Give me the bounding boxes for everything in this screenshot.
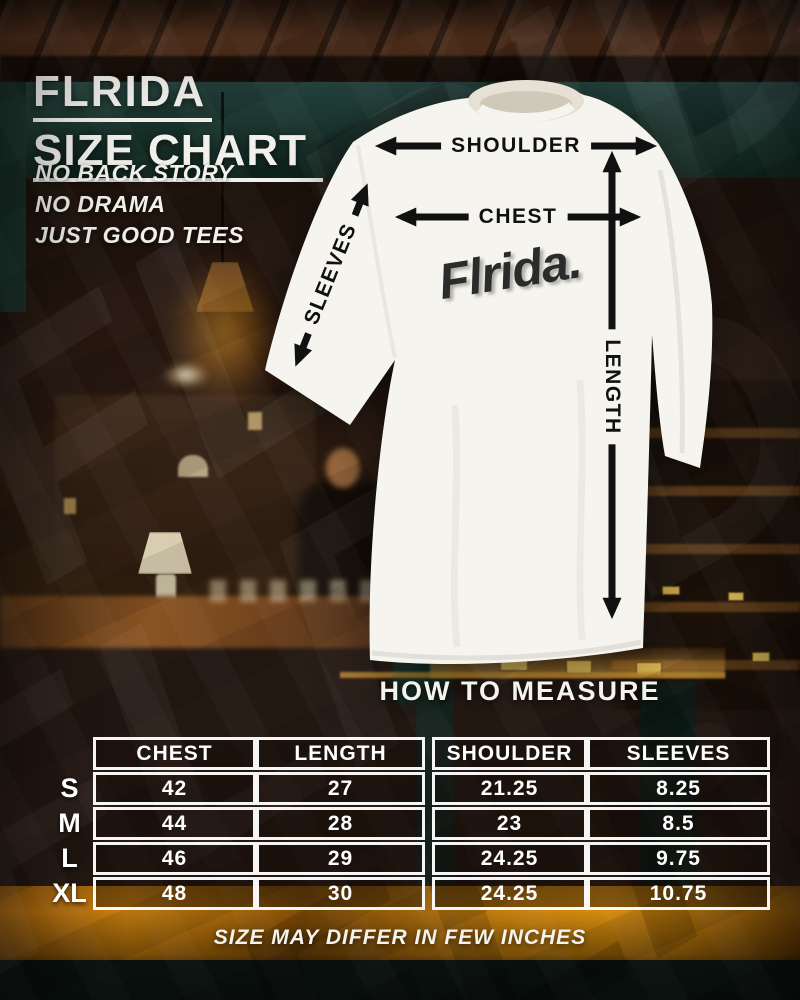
cell-xl-shoulder: 24.25 [432,877,587,910]
column-header-shoulder: SHOULDER [432,737,587,770]
cell-s-length: 27 [256,772,425,805]
row-label-xl: XL [52,878,87,908]
column-header-length: LENGTH [256,737,425,770]
person-head [326,448,360,488]
cell-l-sleeves: 9.75 [587,842,770,875]
cell-xl-sleeves: 10.75 [587,877,770,910]
shoulder-label: SHOULDER [441,133,591,159]
body-fold [450,404,461,648]
tshirt-graphic [265,80,713,665]
small-light-glow [162,362,210,388]
collar-rib [477,102,575,122]
cell-xl-length: 30 [256,877,425,910]
window-frame-left [0,82,26,312]
cell-m-length: 28 [256,807,425,840]
price-tag [728,592,744,601]
measurement-arrows [294,136,658,620]
right-sleeve-crease [657,169,685,454]
counter-items [210,580,410,602]
row-label-l: L [61,843,78,873]
length-label: LENGTH [599,329,625,445]
building-window-light [64,498,76,514]
shelf-edge [340,672,725,678]
column-header-sleeves: SLEEVES [587,737,770,770]
how-to-measure-heading: HOW TO MEASURE [379,676,661,706]
lit-floor-background [0,886,800,972]
body-fold [576,379,586,641]
cell-m-shoulder: 23 [432,807,587,840]
bottom-dark-strip [0,960,800,1000]
tagline: NO BACK STORY NO DRAMA JUST GOOD TEES [35,158,244,251]
brand-title: FLRIDA [33,69,213,122]
cell-m-chest: 44 [93,807,256,840]
footer-disclaimer: SIZE MAY DIFFER IN FEW INCHES [213,926,587,949]
building-through-window [55,395,315,570]
collar-opening [480,91,572,117]
row-label-s: S [60,773,79,803]
tagline-line: NO DRAMA [35,191,166,217]
cell-s-sleeves: 8.25 [587,772,770,805]
cafe-counter [0,596,430,648]
cell-l-shoulder: 24.25 [432,842,587,875]
row-label-m: M [58,808,81,838]
left-shoulder-seam [356,144,397,359]
column-header-chest: CHEST [93,737,256,770]
hem-shadow [371,639,642,661]
tagline-line: NO BACK STORY [35,160,234,186]
cell-l-length: 29 [256,842,425,875]
cell-s-chest: 42 [93,772,256,805]
ceiling-beam [0,56,800,82]
price-tag [662,586,680,595]
size-table: CHEST LENGTH SHOULDER SLEEVES S 42 27 21… [46,737,770,910]
corner-spacer [46,737,93,770]
cell-xl-chest: 48 [93,877,256,910]
price-tag [752,652,770,662]
chest-label: CHEST [468,204,568,230]
page-title: SIZE CHART [33,128,323,182]
tshirt-body [265,86,713,665]
cell-m-sleeves: 8.5 [587,807,770,840]
tagline-line: JUST GOOD TEES [35,222,244,248]
building-arch-window [178,455,208,477]
cell-s-shoulder: 21.25 [432,772,587,805]
title-block: FLRIDA SIZE CHART [33,69,323,182]
cell-l-chest: 46 [93,842,256,875]
